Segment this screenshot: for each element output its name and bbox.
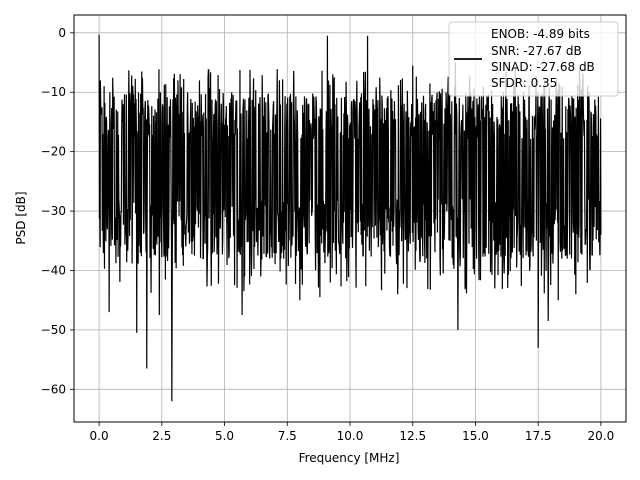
y-tick-label: −50 [41, 323, 66, 337]
series-layer [98, 34, 602, 402]
series-psd-line [98, 34, 602, 402]
x-tick-label: 2.5 [152, 429, 171, 443]
x-tick-label: 17.5 [525, 429, 552, 443]
legend: ENOB: -4.89 bits SNR: -27.67 dB SINAD: -… [448, 21, 619, 97]
x-tick-label: 20.0 [588, 429, 615, 443]
y-tick-label: 0 [58, 26, 66, 40]
x-tick-label: 15.0 [462, 429, 489, 443]
x-tick-label: 5.0 [215, 429, 234, 443]
legend-line-sinad: SINAD: -27.68 dB [491, 60, 595, 74]
y-tick-label: −10 [41, 85, 66, 99]
x-axis-label: Frequency [MHz] [299, 451, 400, 465]
y-tick-label: −40 [41, 263, 66, 277]
x-axis-ticks: 0.0 2.5 5.0 7.5 10.0 12.5 15.0 17.5 20.0 [90, 422, 615, 443]
y-tick-label: −20 [41, 145, 66, 159]
legend-line-snr: SNR: -27.67 dB [491, 44, 582, 58]
x-tick-label: 7.5 [278, 429, 297, 443]
y-axis-ticks: 0 −10 −20 −30 −40 −50 −60 [41, 26, 74, 396]
legend-line-enob: ENOB: -4.89 bits [491, 27, 590, 41]
legend-box [448, 21, 619, 97]
y-tick-label: −30 [41, 204, 66, 218]
legend-line-sfdr: SFDR: 0.35 [491, 76, 557, 90]
x-tick-label: 10.0 [337, 429, 364, 443]
y-axis-label: PSD [dB] [14, 191, 28, 244]
y-tick-label: −60 [41, 382, 66, 396]
x-tick-label: 0.0 [90, 429, 109, 443]
x-tick-label: 12.5 [399, 429, 426, 443]
